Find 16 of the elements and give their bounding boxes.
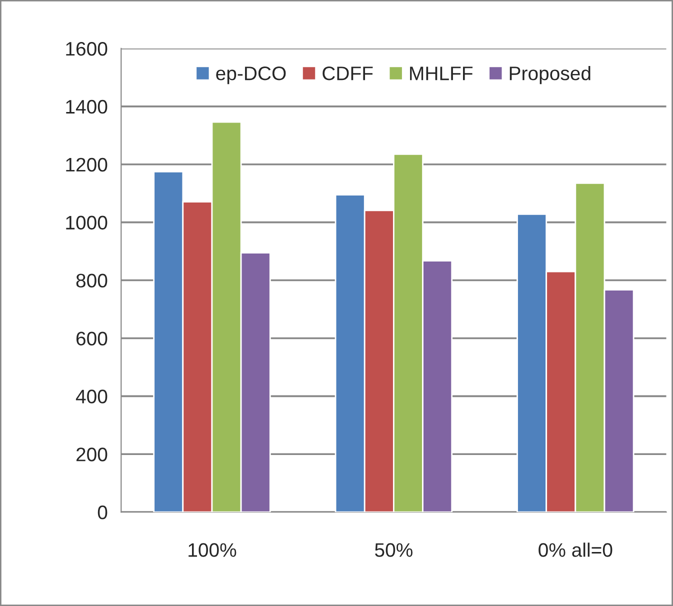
y-tick-label: 0 — [98, 506, 108, 520]
y-tick-label: 600 — [76, 332, 108, 346]
y-tick-label: 1000 — [66, 216, 108, 230]
y-tick-label: 400 — [76, 390, 108, 404]
legend-label: Proposed — [510, 66, 590, 84]
legend-label: ep-DCO — [216, 66, 286, 84]
x-tick-label: 50% — [375, 543, 412, 557]
y-tick-label: 200 — [76, 448, 108, 462]
legend-label: CDFF — [322, 66, 373, 80]
legend-label: MHLFF — [410, 66, 473, 80]
y-tick-label: 800 — [76, 274, 108, 288]
y-tick-label: 1400 — [66, 100, 108, 114]
x-tick-label: 0% all=0 — [538, 542, 612, 557]
x-tick-label: 100% — [188, 543, 236, 557]
y-tick-label: 1200 — [66, 158, 108, 172]
y-tick-label: 1600 — [66, 42, 108, 56]
